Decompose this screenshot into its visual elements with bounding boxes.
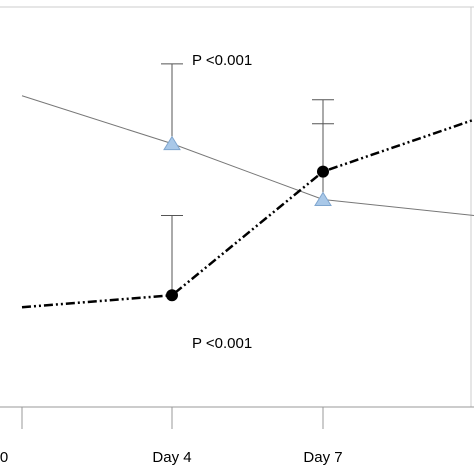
p-value-annotation: P <0.001 [192,52,252,69]
x-tick-label: Day 4 [152,449,191,466]
x-tick-label: Day 7 [303,449,342,466]
x-tick-label: 0 [0,449,8,466]
series-2-point [317,165,329,178]
series-2-point [166,289,178,302]
series-1-point [163,135,181,151]
series-2-line [21,118,474,309]
series-1-line [21,95,474,216]
p-value-annotation: P <0.001 [192,335,252,352]
series-1-point [314,191,332,207]
